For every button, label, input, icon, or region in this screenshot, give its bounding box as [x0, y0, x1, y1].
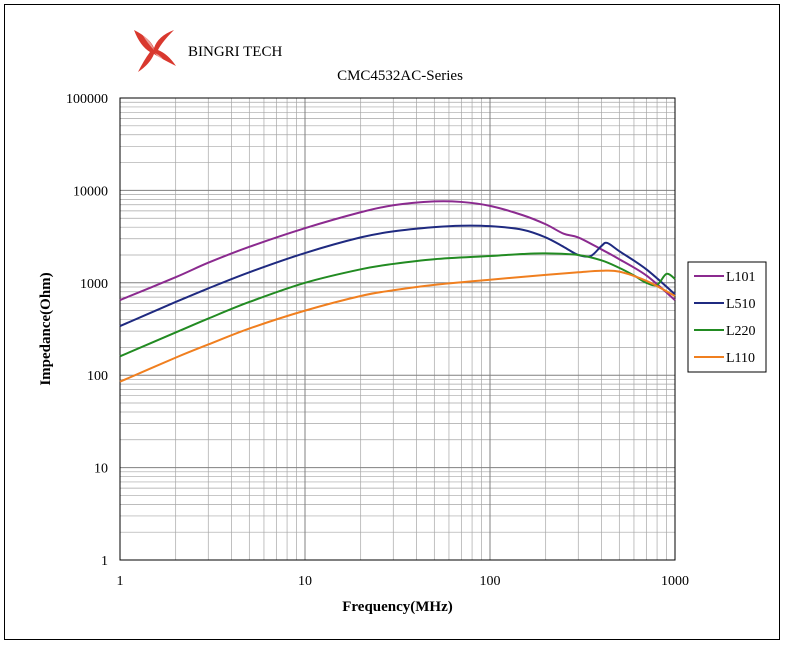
y-axis-label: Impedance(Ohm) [38, 272, 54, 385]
x-tick-labels: 1 10 100 1000 [117, 574, 690, 589]
chart-title: CMC4532AC-Series [337, 68, 463, 84]
y-tick-labels: 1 10 100 1000 10000 100000 [66, 92, 108, 569]
series-layer [119, 200, 676, 383]
y-tick-label: 100 [87, 369, 108, 384]
x-tick-label: 100 [480, 574, 501, 589]
legend-label-l510: L510 [726, 297, 756, 312]
legend-label-l110: L110 [726, 351, 755, 366]
chart-legend: L101 L510 L220 L110 [687, 261, 767, 373]
legend-label-l101: L101 [726, 270, 756, 285]
chart-frame [4, 4, 780, 640]
brand-name: BINGRI TECH [188, 44, 283, 60]
x-tick-label: 1 [117, 574, 124, 589]
x-tick-label: 1000 [661, 574, 689, 589]
chart-grid [119, 97, 676, 561]
y-tick-label: 100000 [66, 92, 108, 107]
legend-label-l220: L220 [726, 324, 756, 339]
x-tick-label: 10 [298, 574, 312, 589]
plot-area-border [119, 97, 676, 561]
series-line-l510 [119, 224, 676, 328]
series-line-l220 [119, 252, 676, 358]
series-line-l110 [119, 269, 676, 383]
y-tick-label: 1 [101, 554, 108, 569]
y-tick-label: 10 [94, 462, 108, 477]
y-tick-label: 1000 [80, 277, 108, 292]
bingri-flame-logo-icon [134, 30, 176, 72]
legend-box [687, 261, 767, 373]
y-tick-label: 10000 [73, 184, 108, 199]
series-line-l101 [119, 200, 676, 302]
x-axis-label: Frequency(MHz) [342, 599, 453, 615]
